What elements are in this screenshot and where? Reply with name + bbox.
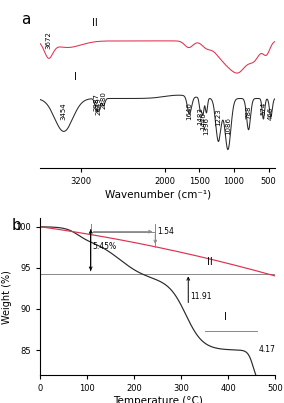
- X-axis label: Temperature (°C): Temperature (°C): [113, 396, 202, 403]
- Text: b: b: [11, 218, 21, 233]
- Text: 3672: 3672: [46, 31, 52, 49]
- Text: II: II: [207, 258, 213, 267]
- Text: 466: 466: [268, 107, 274, 120]
- Text: 3454: 3454: [61, 103, 67, 120]
- Text: 1396: 1396: [203, 116, 209, 135]
- Text: 2987: 2987: [93, 93, 99, 110]
- Text: 2880: 2880: [101, 91, 106, 109]
- Text: I: I: [224, 312, 227, 322]
- Y-axis label: Weight (%): Weight (%): [2, 270, 12, 324]
- Text: 1446: 1446: [200, 112, 206, 130]
- Text: 5.45%: 5.45%: [93, 242, 117, 251]
- Text: 2949: 2949: [96, 97, 102, 114]
- Text: 1223: 1223: [216, 108, 222, 126]
- Text: 4.17: 4.17: [258, 345, 275, 354]
- Text: 11.91: 11.91: [190, 292, 212, 301]
- X-axis label: Wavenumber (cm⁻¹): Wavenumber (cm⁻¹): [105, 189, 211, 199]
- Text: 1.54: 1.54: [157, 227, 174, 236]
- Text: a: a: [21, 12, 30, 27]
- Text: 1483: 1483: [197, 107, 203, 125]
- Text: I: I: [74, 72, 77, 81]
- Text: 1640: 1640: [187, 103, 193, 120]
- Text: 788: 788: [246, 106, 252, 119]
- Text: II: II: [92, 18, 97, 28]
- Text: 574: 574: [260, 102, 266, 115]
- Text: 1086: 1086: [225, 116, 231, 135]
